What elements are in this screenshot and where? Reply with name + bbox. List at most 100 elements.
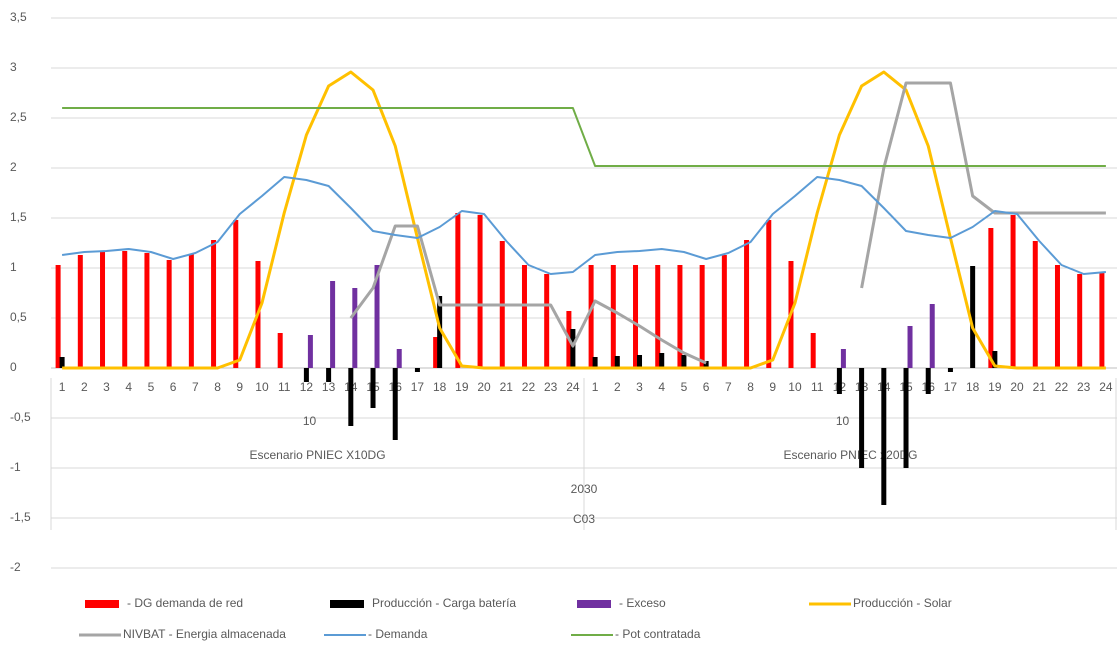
x-tick-label: 10 — [255, 380, 269, 394]
line — [62, 107, 1106, 167]
bar — [521, 265, 527, 368]
x-tick-label: 3 — [636, 380, 643, 394]
x-tick-label: 6 — [703, 380, 710, 394]
legend-label: - DG demanda de red — [127, 596, 243, 610]
x-tick-label: 21 — [500, 380, 514, 394]
bar — [352, 288, 358, 368]
bar — [433, 337, 439, 368]
x-tick-label: 6 — [170, 380, 177, 394]
y-tick-label: 0 — [10, 360, 17, 374]
year-label: 2030 — [571, 482, 598, 496]
x-tick-label: 1 — [592, 380, 599, 394]
y-tick-label: 2 — [10, 160, 17, 174]
x-tick-label: 23 — [544, 380, 558, 394]
bar — [677, 265, 683, 368]
x-tick-label: 17 — [411, 380, 425, 394]
x-tick-label: 11 — [811, 380, 824, 394]
bar — [992, 351, 998, 368]
legend-label: - Exceso — [619, 596, 666, 610]
bar — [374, 265, 380, 368]
legend-swatch — [577, 600, 611, 608]
x-tick-label: 17 — [944, 380, 958, 394]
bar — [1099, 273, 1105, 368]
bar — [859, 368, 865, 468]
bar — [477, 215, 483, 368]
bar — [810, 333, 816, 368]
bar — [721, 255, 727, 368]
bar — [77, 255, 83, 368]
x-tick-label: 4 — [125, 380, 132, 394]
bar — [637, 355, 643, 368]
scenario-label: Escenario PNIEC X10DG — [249, 448, 385, 462]
legend-swatch — [85, 600, 119, 608]
bar — [947, 368, 953, 372]
bar — [903, 368, 909, 468]
x-tick-label: 9 — [769, 380, 776, 394]
bar — [588, 265, 594, 368]
y-tick-label: -0,5 — [10, 410, 31, 424]
x-tick-label: 24 — [566, 380, 580, 394]
bar — [330, 281, 336, 368]
line — [349, 224, 707, 365]
bar — [392, 368, 398, 440]
bar — [881, 368, 887, 505]
x-tick-label: 22 — [522, 380, 536, 394]
x-tick-label: 8 — [747, 380, 754, 394]
x-tick-label: 19 — [988, 380, 1002, 394]
bar — [326, 368, 332, 382]
bar — [614, 356, 620, 368]
x-tick-label: 18 — [433, 380, 447, 394]
y-tick-label: 3 — [10, 60, 17, 74]
bar — [455, 213, 461, 368]
legend-swatch — [330, 600, 364, 608]
x-tick-label: 13 — [322, 380, 336, 394]
legend-label: Producción - Solar — [853, 596, 952, 610]
bar — [348, 368, 354, 426]
bar — [188, 254, 194, 368]
x-tick-label: 20 — [477, 380, 491, 394]
y-tick-label: 3,5 — [10, 10, 27, 24]
x-tick-label: 3 — [103, 380, 110, 394]
bar — [929, 304, 935, 368]
case-label: C03 — [573, 512, 595, 526]
bar — [1054, 265, 1060, 368]
legend-label: Producción - Carga batería — [372, 596, 516, 610]
bar — [414, 368, 420, 372]
x-tick-label: 8 — [214, 380, 221, 394]
line — [860, 81, 1106, 289]
x-tick-label: 24 — [1099, 380, 1113, 394]
bar — [277, 333, 283, 368]
bar — [570, 329, 576, 368]
x-tick-label: 19 — [455, 380, 469, 394]
group-label: 10 — [303, 414, 317, 428]
bar — [303, 368, 309, 382]
bar — [703, 361, 709, 368]
bar — [655, 265, 661, 368]
x-tick-label: 20 — [1010, 380, 1024, 394]
bar — [840, 349, 846, 368]
y-tick-label: -1,5 — [10, 510, 31, 524]
bar — [681, 355, 687, 368]
bar — [1010, 215, 1016, 368]
x-tick-label: 2 — [614, 380, 621, 394]
x-tick-label: 7 — [725, 380, 732, 394]
y-tick-label: 2,5 — [10, 110, 27, 124]
legend-label: - Demanda — [368, 627, 428, 641]
x-tick-label: 2 — [81, 380, 88, 394]
y-tick-label: -2 — [10, 560, 21, 574]
bar — [144, 253, 150, 368]
bar — [659, 353, 665, 368]
x-tick-label: 1 — [59, 380, 66, 394]
bar — [100, 252, 106, 368]
bar — [766, 220, 772, 368]
bar — [437, 296, 443, 368]
bar — [55, 265, 61, 368]
legend-label: NIVBAT - Energia almacenada — [123, 627, 286, 641]
bar — [907, 326, 913, 368]
bar — [211, 240, 217, 368]
x-tick-label: 5 — [681, 380, 688, 394]
x-tick-label: 7 — [192, 380, 199, 394]
x-tick-label: 9 — [236, 380, 243, 394]
x-tick-label: 21 — [1033, 380, 1047, 394]
bar — [836, 368, 842, 394]
